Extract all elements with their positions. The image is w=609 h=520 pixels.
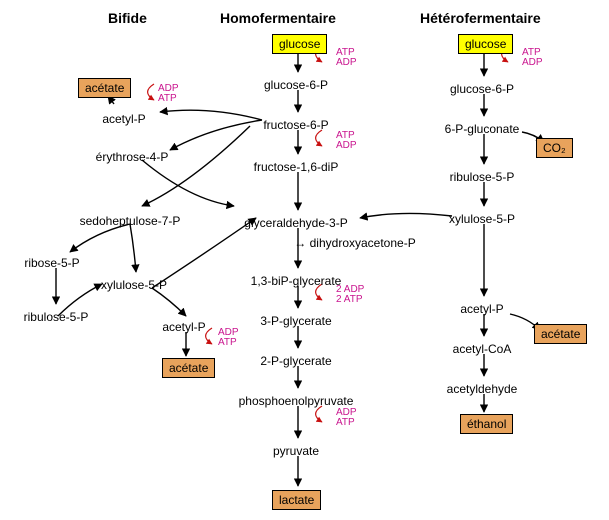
cofactor-label: ADP bbox=[336, 58, 357, 68]
node-b-acp2: acetyl-P bbox=[162, 320, 205, 334]
title-hetero: Hétérofermentaire bbox=[420, 10, 541, 26]
diagram-stage: Bifide Homofermentaire Hétérofermentaire… bbox=[0, 0, 609, 520]
node-e-acoa: acetyl-CoA bbox=[453, 342, 512, 356]
node-e-x5p: xylulose-5-P bbox=[449, 212, 515, 226]
node-h-pyr: pyruvate bbox=[273, 444, 319, 458]
node-e-ru5p: ribulose-5-P bbox=[450, 170, 515, 184]
node-h-pep: phosphoenolpyruvate bbox=[239, 394, 354, 408]
box-homo-glucose: glucose bbox=[272, 34, 327, 54]
node-b-ru5p: ribulose-5-P bbox=[24, 310, 89, 324]
node-e-6pg: 6-P-gluconate bbox=[445, 122, 520, 136]
node-h-13bpg: 1,3-biP-glycerate bbox=[251, 274, 342, 288]
cofactor-label: ADP bbox=[336, 141, 357, 151]
box-bif-acetate1: acétate bbox=[78, 78, 131, 98]
box-bif-acetate2: acétate bbox=[162, 358, 215, 378]
node-e-g6p: glucose-6-P bbox=[450, 82, 514, 96]
node-h-g3p: glyceraldehyde-3-P bbox=[244, 216, 347, 230]
node-b-r5p: ribose-5-P bbox=[24, 256, 79, 270]
cofactor-label: ATP bbox=[158, 94, 177, 104]
node-b-s7p: sedoheptulose-7-P bbox=[80, 214, 181, 228]
box-hetero-ethanol: éthanol bbox=[460, 414, 513, 434]
node-e-ald: acetyldehyde bbox=[447, 382, 518, 396]
box-homo-lactate: lactate bbox=[272, 490, 321, 510]
cofactor-label: ATP bbox=[336, 418, 355, 428]
title-bifide: Bifide bbox=[108, 10, 147, 26]
cofactor-label: 2 ATP bbox=[336, 295, 363, 305]
node-h-f6p: fructose-6-P bbox=[263, 118, 328, 132]
box-hetero-glucose: glucose bbox=[458, 34, 513, 54]
cofactor-label: ADP bbox=[522, 58, 543, 68]
box-hetero-co2: CO₂ bbox=[536, 138, 573, 158]
node-h-g6p: glucose-6-P bbox=[264, 78, 328, 92]
title-homo: Homofermentaire bbox=[220, 10, 336, 26]
node-b-acp1: acetyl-P bbox=[102, 112, 145, 126]
node-h-2pg: 2-P-glycerate bbox=[260, 354, 331, 368]
node-b-x5p: xylulose-5-P bbox=[101, 278, 167, 292]
node-b-e4p: érythrose-4-P bbox=[96, 150, 169, 164]
cofactor-label: ATP bbox=[218, 338, 237, 348]
node-e-acp: acetyl-P bbox=[460, 302, 503, 316]
node-h-3pg: 3-P-glycerate bbox=[260, 314, 331, 328]
box-hetero-acetate: acétate bbox=[534, 324, 587, 344]
node-h-dhap: ↔ dihydroxyacetone-P bbox=[294, 236, 415, 250]
node-h-f16: fructose-1,6-diP bbox=[254, 160, 339, 174]
